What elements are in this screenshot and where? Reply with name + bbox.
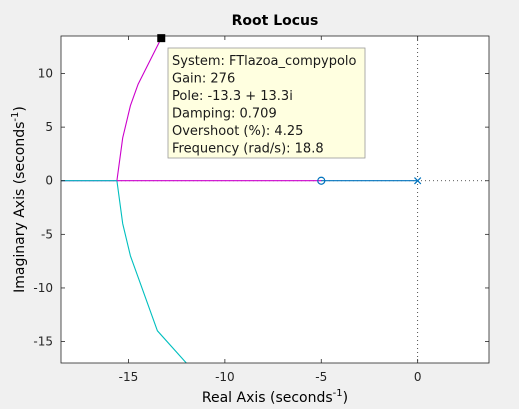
data-tip-line-1: System: FTlazoa_compypolo bbox=[172, 54, 357, 69]
plot-marks bbox=[61, 36, 489, 363]
y-tick-label: -15 bbox=[33, 335, 53, 349]
y-tick-label: -5 bbox=[41, 227, 53, 241]
x-tick-label: 0 bbox=[414, 370, 422, 384]
y-axis-exponent: -1 bbox=[10, 112, 21, 122]
y-tick-label: 0 bbox=[45, 174, 53, 188]
open-loop-zero-1[interactable] bbox=[317, 176, 326, 185]
locus-branches bbox=[61, 37, 418, 363]
x-axis-close: ) bbox=[343, 390, 348, 406]
x-axis-title: Real Axis (seconds-1) bbox=[202, 388, 348, 406]
y-tick-label: -10 bbox=[33, 281, 53, 295]
y-tick-label: 10 bbox=[38, 67, 53, 81]
y-tick-label: 5 bbox=[45, 120, 53, 134]
x-tick-label: -15 bbox=[119, 370, 139, 384]
data-tip-line-3: Pole: -13.3 + 13.3i bbox=[172, 89, 293, 104]
data-tip-line-4: Damping: 0.709 bbox=[172, 107, 277, 122]
data-tip-marker[interactable] bbox=[157, 34, 166, 43]
axis-ticks: -15 -10 -5 0 -15 -10 -5 0 5 10 bbox=[33, 36, 489, 384]
data-tip[interactable]: System: FTlazoa_compypolo Gain: 276 Pole: … bbox=[157, 34, 366, 159]
x-tick-label: -5 bbox=[315, 370, 327, 384]
chart-title: Root Locus bbox=[232, 13, 319, 29]
data-tip-line-2: Gain: 276 bbox=[172, 72, 235, 87]
data-tip-line-6: Frequency (rad/s): 18.8 bbox=[172, 142, 324, 157]
y-axis-close: ) bbox=[12, 106, 28, 111]
pole-cross-b bbox=[414, 177, 422, 185]
plot-frame bbox=[60, 35, 490, 364]
x-axis-exponent: -1 bbox=[333, 388, 343, 399]
data-tip-box bbox=[167, 47, 366, 159]
open-loop-pole-1[interactable] bbox=[414, 177, 422, 185]
x-tick-label: -10 bbox=[215, 370, 235, 384]
y-axis-title-text: Imaginary Axis (seconds bbox=[12, 122, 28, 293]
data-tip-line-5: Overshoot (%): 4.25 bbox=[172, 124, 303, 139]
y-axis-title: Imaginary Axis (seconds-1) bbox=[10, 106, 28, 293]
x-axis-title-text: Real Axis (seconds bbox=[202, 390, 333, 406]
